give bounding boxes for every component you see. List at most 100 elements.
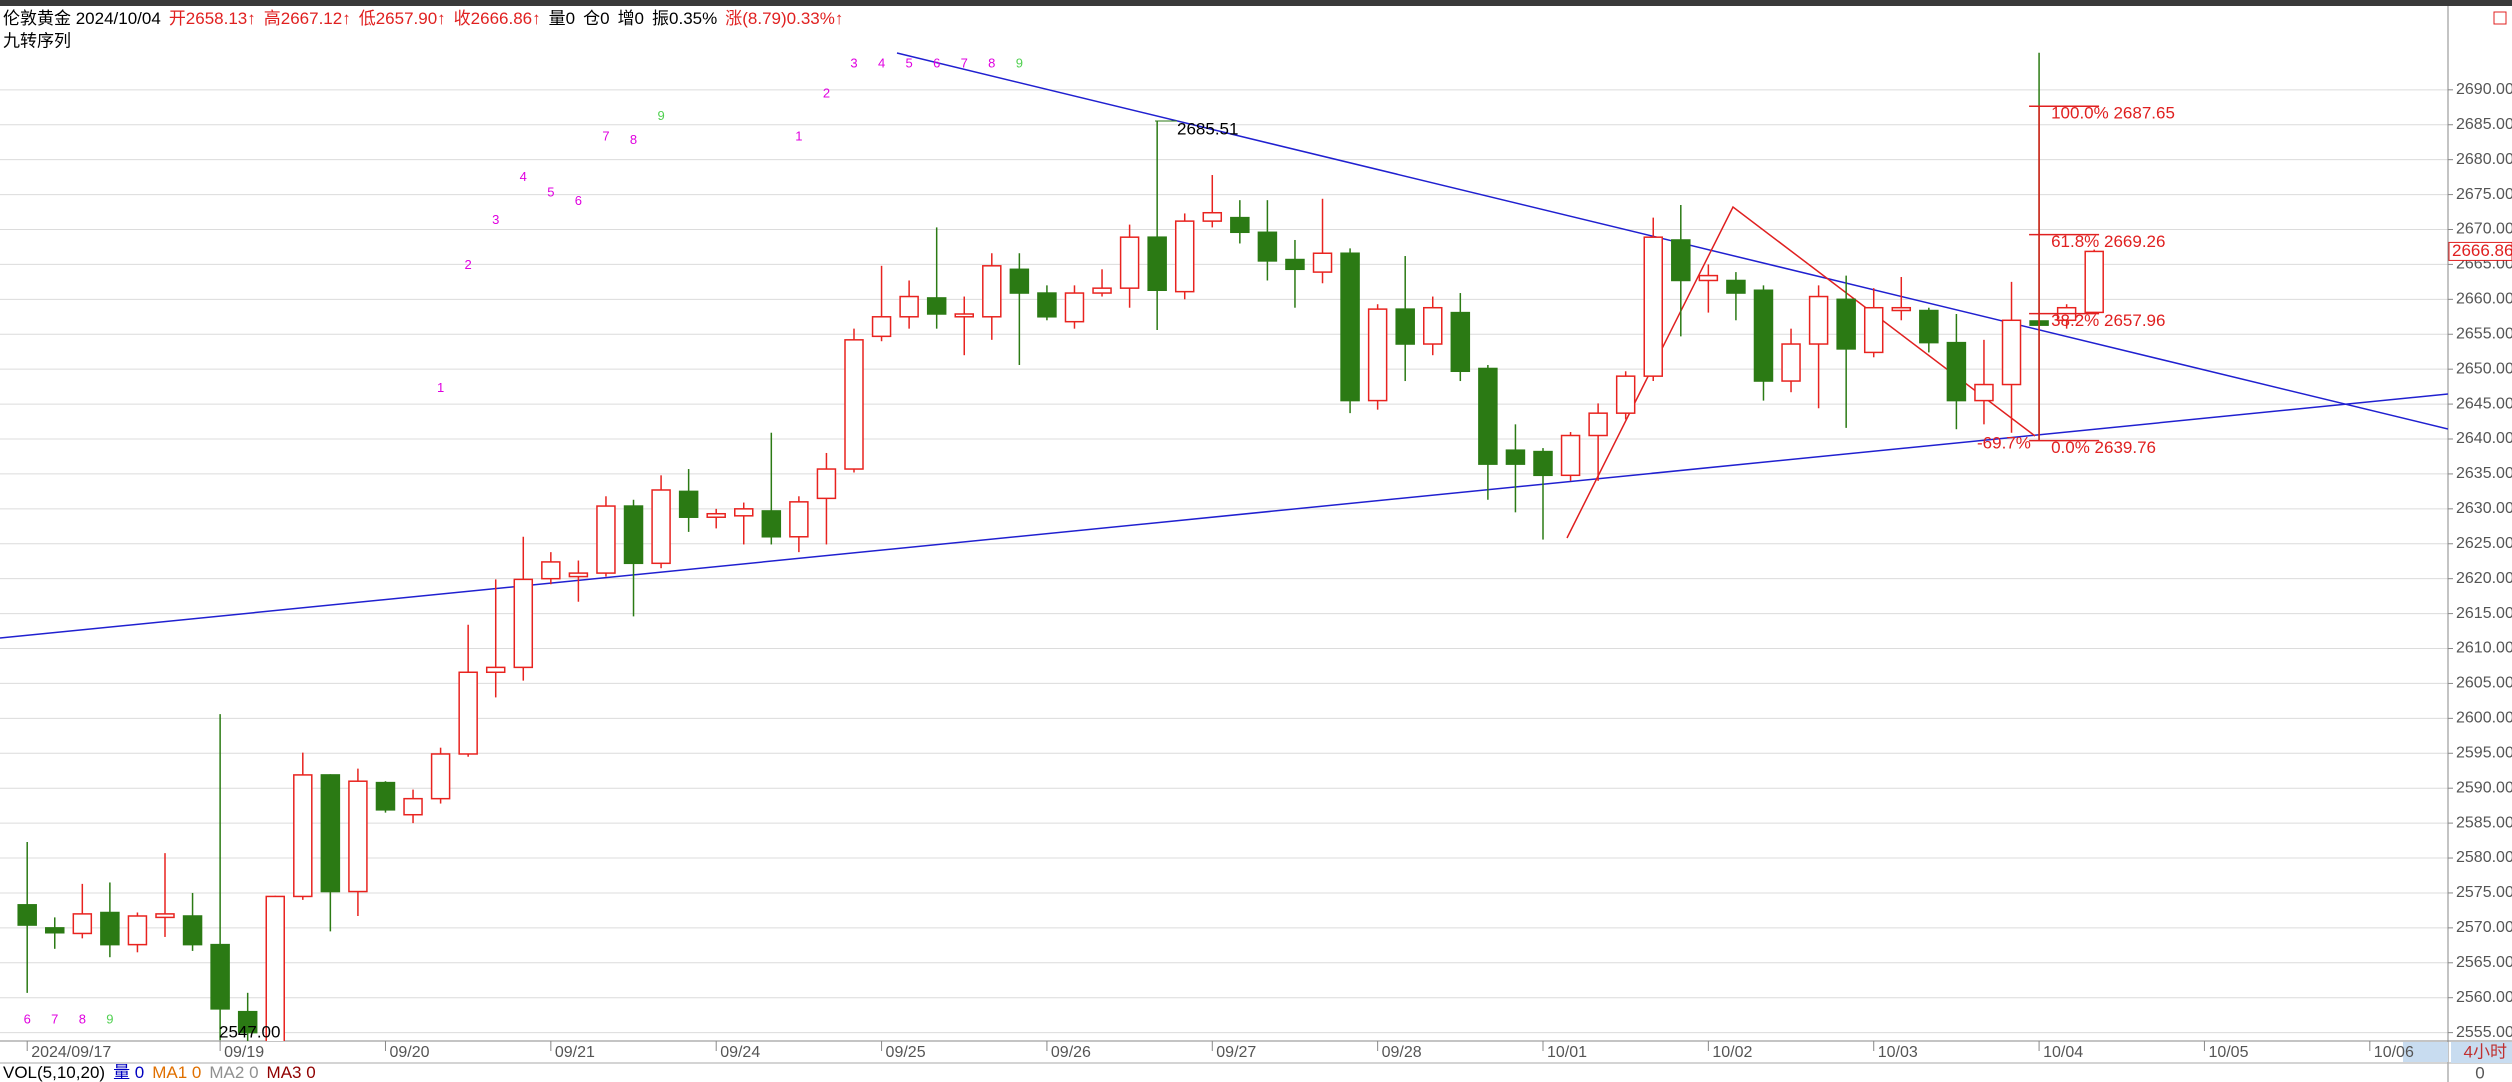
candle-body [265, 895, 285, 1041]
header-item: 伦敦黄金 2024/10/04 [3, 9, 161, 28]
candle-body [1588, 412, 1608, 437]
candle-body [155, 913, 175, 919]
td-label: 9 [657, 108, 664, 123]
candle-body [375, 781, 396, 811]
y-tick-label: 2670.00 [2456, 221, 2512, 238]
td-label: 4 [520, 169, 527, 184]
period-box [2451, 1042, 2512, 1063]
fib-label: 100.0% 2687.65 [2051, 104, 2175, 123]
trend-line [0, 393, 2448, 639]
candle-body [237, 1010, 258, 1034]
x-tick-label: 09/28 [1382, 1044, 1422, 1061]
candle-body [982, 265, 1002, 318]
candle-body [1726, 279, 1746, 294]
td-label: 6 [575, 193, 582, 208]
wave-line [1566, 205, 2036, 539]
corner-icon[interactable] [2493, 11, 2507, 25]
candle-body [293, 774, 313, 898]
footer-item: 量 0 [113, 1063, 144, 1082]
y-tick-label: 2680.00 [2456, 151, 2512, 168]
candle-body [210, 943, 230, 1010]
td-label: 2 [823, 85, 830, 100]
td-label: 9 [106, 1011, 113, 1026]
candle-body [2084, 250, 2104, 314]
x-tick-label: 09/21 [555, 1044, 595, 1061]
candle-body [899, 295, 919, 318]
candle-body [1340, 252, 1360, 402]
x-tick-label: 09/24 [720, 1044, 760, 1061]
y-tick-label: 2685.00 [2456, 116, 2512, 133]
header-item: 量0 [549, 9, 575, 28]
footer-item: MA1 0 [152, 1063, 201, 1082]
td-label: 2 [465, 257, 472, 272]
candle-body [100, 911, 120, 946]
candle-body [1836, 298, 1856, 350]
x-tick-label: 10/04 [2043, 1044, 2083, 1061]
grid [0, 89, 2448, 1034]
td-label: 4 [878, 55, 885, 70]
header-item: 收2666.86↑ [454, 9, 541, 28]
y-tick-label: 2555.00 [2456, 1024, 2512, 1041]
td-label: 3 [850, 55, 857, 70]
candle-body [1367, 308, 1388, 402]
header: 伦敦黄金 2024/10/04 开2658.13↑ 高2667.12↑ 低2657.9… [3, 9, 843, 28]
y-tick-label: 2630.00 [2456, 500, 2512, 517]
candle-body [651, 489, 671, 565]
candle-body [1478, 367, 1498, 465]
candle-body [17, 904, 37, 926]
y-tick-label: 2580.00 [2456, 849, 2512, 866]
y-tick-label: 2690.00 [2456, 81, 2512, 98]
candle-body [1312, 252, 1333, 273]
candle-body [127, 915, 148, 946]
candle-body [182, 915, 203, 946]
y-tick-label: 2625.00 [2456, 535, 2512, 552]
y-tick-label: 2615.00 [2456, 605, 2512, 622]
candle-body [734, 508, 754, 517]
top-bar [0, 0, 2512, 6]
candle-body [871, 316, 892, 338]
x-tick-label: 2024/09/17 [31, 1044, 111, 1061]
x-tick-label: 09/20 [389, 1044, 429, 1061]
candle-body [1643, 236, 1663, 377]
candle-body [1808, 295, 1829, 345]
y-tick-label: 2575.00 [2456, 884, 2512, 901]
candle-body [403, 797, 423, 816]
candle-body [596, 505, 616, 574]
candle-body [320, 774, 341, 893]
y-tick-label: 2605.00 [2456, 675, 2512, 692]
td-label: 1 [437, 380, 444, 395]
candle-body [1202, 211, 1223, 222]
low-annotation: 2547.00 [219, 1022, 280, 1041]
candle-body [1285, 258, 1305, 271]
y-tick-label: 2645.00 [2456, 395, 2512, 412]
candle-body [706, 512, 726, 518]
y-tick-label: 2655.00 [2456, 325, 2512, 342]
candle-body [1009, 268, 1030, 294]
y-tick-label: 2650.00 [2456, 360, 2512, 377]
candle-body [789, 501, 809, 538]
y-tick-label: 2585.00 [2456, 814, 2512, 831]
candle-body [623, 505, 644, 565]
fib-label: 61.8% 2669.26 [2051, 232, 2165, 251]
header-item: 振0.35% [652, 9, 717, 28]
candle-body [430, 753, 451, 800]
header-item: 仓0 [583, 9, 609, 28]
fib-label: 0.0% 2639.76 [2051, 438, 2156, 457]
x-tick-label: 10/02 [1712, 1044, 1752, 1061]
x-tick-label: 10/03 [1878, 1044, 1918, 1061]
candle-body [1781, 343, 1801, 382]
x-tick-label: 09/25 [886, 1044, 926, 1061]
candle-body [1119, 236, 1140, 289]
candle-body [1919, 309, 1939, 344]
fib-label: 38.2% 2657.96 [2051, 311, 2165, 330]
volume-axis-value: 0 [2475, 1063, 2484, 1082]
candle-body [1450, 311, 1471, 373]
candle-body [816, 468, 837, 500]
candle-body [1257, 231, 1278, 262]
candle-body [72, 913, 93, 935]
candle-body [1533, 450, 1553, 477]
candle-body [1092, 287, 1112, 294]
footer: VOL(5,10,20) 量 0 MA1 0 MA2 0 MA3 0 [3, 1063, 316, 1082]
candle-body [1615, 375, 1636, 414]
